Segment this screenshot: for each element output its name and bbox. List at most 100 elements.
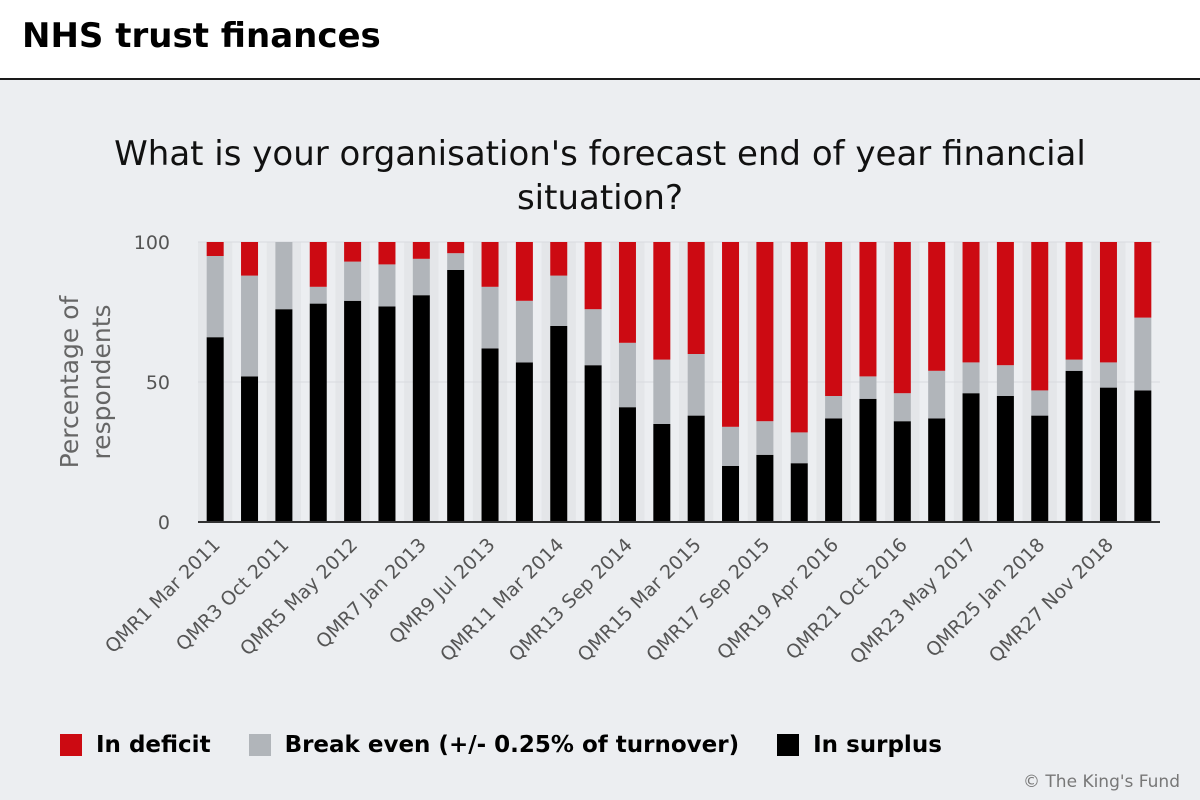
x-tick-label: QMR19 Apr 2016 bbox=[713, 534, 843, 664]
bar-segment bbox=[1031, 242, 1049, 391]
bar-segment bbox=[996, 396, 1014, 522]
bar-segment bbox=[996, 242, 1014, 366]
y-tick-label: 50 bbox=[146, 372, 170, 394]
bar-segment bbox=[309, 286, 327, 304]
x-tick-label: QMR17 Sep 2015 bbox=[642, 534, 774, 666]
copyright-credit: © The King's Fund bbox=[1023, 772, 1180, 792]
bar-segment bbox=[344, 242, 362, 262]
x-tick-label: QMR27 Nov 2018 bbox=[985, 534, 1118, 667]
bar-segment bbox=[962, 393, 980, 522]
legend-swatch-break-even bbox=[248, 734, 271, 756]
y-tick-label: 0 bbox=[158, 512, 170, 534]
bar-segment bbox=[550, 326, 568, 522]
bar-segment bbox=[1031, 415, 1049, 522]
bar-segment bbox=[1065, 370, 1083, 522]
y-tick-label: 100 bbox=[134, 232, 170, 254]
bar-segment bbox=[378, 242, 396, 265]
bar-segment bbox=[515, 242, 533, 301]
bar-segment bbox=[206, 337, 224, 522]
bar-segment bbox=[722, 242, 740, 427]
bar-segment bbox=[687, 415, 705, 522]
bar-segment bbox=[893, 242, 911, 394]
bar-segment bbox=[550, 275, 568, 326]
bar-segment bbox=[859, 398, 877, 522]
bar-segment bbox=[687, 354, 705, 416]
bar-segment bbox=[790, 463, 808, 522]
bar-segment bbox=[618, 242, 636, 343]
bar-segment bbox=[1099, 387, 1117, 522]
bar-segment bbox=[344, 261, 362, 301]
bar-segment bbox=[1065, 359, 1083, 371]
x-tick-label: QMR23 May 2017 bbox=[846, 534, 981, 669]
legend-swatch-deficit bbox=[60, 734, 82, 756]
bar-segment bbox=[962, 362, 980, 394]
bar-segment bbox=[825, 396, 843, 419]
chart-title: What is your organisation's forecast end… bbox=[114, 134, 1086, 218]
bar-segment bbox=[515, 362, 533, 522]
bar-segment bbox=[412, 295, 430, 522]
bar-segment bbox=[1031, 390, 1049, 416]
bar-segment bbox=[378, 306, 396, 522]
x-tick-label: QMR13 Sep 2014 bbox=[505, 534, 637, 666]
legend-label-break-even: Break even (+/- 0.25% of turnover) bbox=[284, 732, 740, 758]
x-tick-label: QMR15 Mar 2015 bbox=[573, 534, 705, 666]
bar-segment bbox=[275, 309, 293, 522]
legend-label-deficit: In deficit bbox=[96, 732, 211, 758]
x-tick-label: QMR25 Jan 2018 bbox=[922, 534, 1050, 662]
bar-segment bbox=[893, 393, 911, 422]
x-tick-label: QMR21 Oct 2016 bbox=[782, 534, 912, 664]
bar-segment bbox=[618, 407, 636, 522]
bar-segment bbox=[928, 418, 946, 522]
bar-segment bbox=[756, 454, 774, 522]
bar-segment bbox=[653, 242, 671, 360]
bar-segment bbox=[790, 432, 808, 464]
bar-segment bbox=[756, 242, 774, 422]
bar-segment bbox=[1065, 242, 1083, 360]
bar-segment bbox=[825, 242, 843, 396]
bar-segment bbox=[653, 424, 671, 522]
bar-segment bbox=[447, 242, 465, 254]
bar-segment bbox=[825, 418, 843, 522]
bar-segment bbox=[481, 348, 499, 522]
bar-segment bbox=[447, 253, 465, 270]
bar-segment bbox=[687, 242, 705, 354]
bar-segment bbox=[1134, 390, 1152, 522]
page-title: NHS trust finances bbox=[22, 16, 381, 56]
chart-legend: In deficit Break even (+/- 0.25% of turn… bbox=[60, 730, 980, 760]
bar-segment bbox=[722, 466, 740, 522]
page-header: NHS trust finances bbox=[0, 0, 1200, 80]
bar-segment bbox=[756, 421, 774, 455]
bar-segment bbox=[859, 242, 877, 377]
bar-segment bbox=[481, 286, 499, 349]
bar-segment bbox=[241, 275, 259, 377]
x-tick-label: QMR5 May 2012 bbox=[236, 534, 362, 660]
bar-segment bbox=[893, 421, 911, 522]
bar-segment bbox=[1099, 242, 1117, 363]
bar-segment bbox=[653, 359, 671, 424]
bar-segment bbox=[584, 309, 602, 366]
bar-segment bbox=[1134, 242, 1152, 318]
legend-item-deficit: In deficit bbox=[60, 732, 211, 758]
bar-segment bbox=[378, 264, 396, 307]
legend-swatch-surplus bbox=[777, 734, 800, 756]
bar-segment bbox=[206, 256, 224, 338]
bar-segment bbox=[309, 303, 327, 522]
bar-segment bbox=[1134, 317, 1152, 391]
bar-segment bbox=[962, 242, 980, 363]
bar-segment bbox=[928, 370, 946, 419]
bar-segment bbox=[241, 242, 259, 276]
x-tick-label: QMR11 Mar 2014 bbox=[436, 534, 568, 666]
bar-segment bbox=[859, 376, 877, 399]
bar-segment bbox=[722, 426, 740, 466]
bar-segment bbox=[481, 242, 499, 287]
legend-label-surplus: In surplus bbox=[813, 732, 942, 758]
legend-item-break-even: Break even (+/- 0.25% of turnover) bbox=[248, 732, 740, 758]
bar-segment bbox=[241, 376, 259, 522]
bar-segment bbox=[584, 365, 602, 522]
bar-segment bbox=[928, 242, 946, 371]
bar-segment bbox=[412, 258, 430, 296]
bar-segment bbox=[618, 342, 636, 408]
legend-item-surplus: In surplus bbox=[777, 732, 942, 758]
bar-segment bbox=[275, 242, 293, 310]
